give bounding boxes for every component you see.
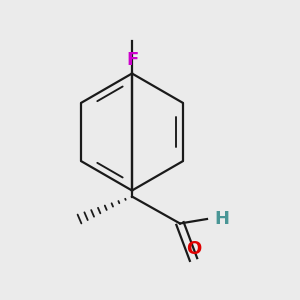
Text: H: H [214,210,230,228]
Text: O: O [186,240,201,258]
Text: F: F [126,51,138,69]
